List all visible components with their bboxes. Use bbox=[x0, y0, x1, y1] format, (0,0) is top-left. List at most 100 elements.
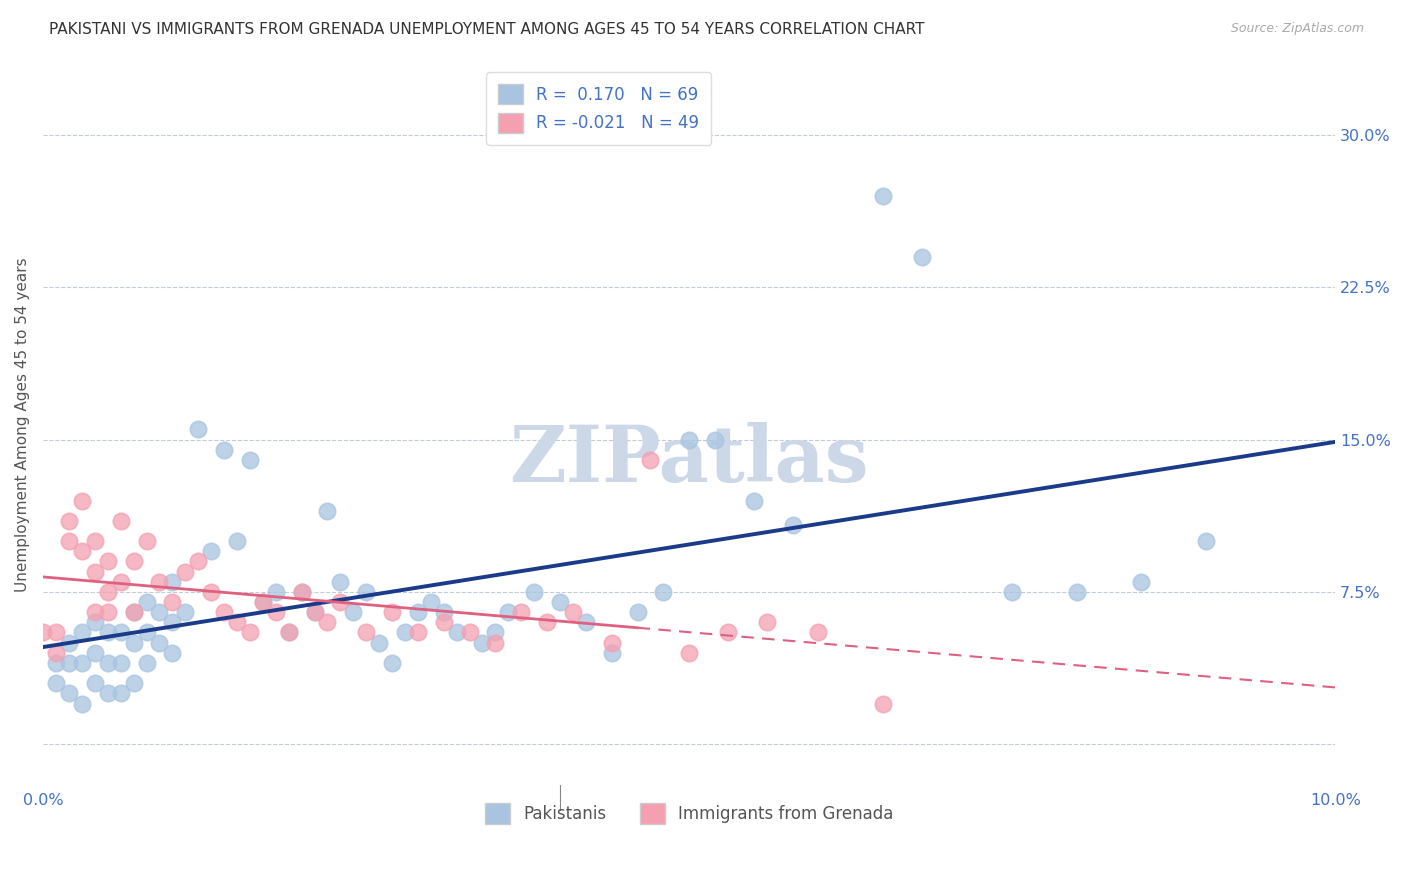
Point bbox=[174, 565, 197, 579]
Point bbox=[162, 574, 184, 589]
Point bbox=[58, 635, 80, 649]
Point bbox=[717, 625, 740, 640]
Point bbox=[277, 625, 299, 640]
Point bbox=[110, 625, 132, 640]
Point bbox=[433, 615, 456, 630]
Point bbox=[135, 625, 157, 640]
Point bbox=[83, 605, 105, 619]
Text: PAKISTANI VS IMMIGRANTS FROM GRENADA UNEMPLOYMENT AMONG AGES 45 TO 54 YEARS CORR: PAKISTANI VS IMMIGRANTS FROM GRENADA UNE… bbox=[49, 22, 925, 37]
Point bbox=[70, 493, 93, 508]
Point bbox=[277, 625, 299, 640]
Point bbox=[187, 554, 209, 568]
Point bbox=[575, 615, 598, 630]
Point bbox=[484, 635, 506, 649]
Point bbox=[1130, 574, 1153, 589]
Point bbox=[742, 493, 765, 508]
Point bbox=[70, 544, 93, 558]
Text: Source: ZipAtlas.com: Source: ZipAtlas.com bbox=[1230, 22, 1364, 36]
Point bbox=[122, 676, 145, 690]
Point bbox=[110, 686, 132, 700]
Point bbox=[70, 625, 93, 640]
Point bbox=[446, 625, 468, 640]
Point bbox=[911, 250, 934, 264]
Point bbox=[32, 625, 55, 640]
Point bbox=[872, 189, 894, 203]
Point bbox=[252, 595, 274, 609]
Point bbox=[122, 635, 145, 649]
Point bbox=[83, 615, 105, 630]
Point bbox=[97, 656, 120, 670]
Point bbox=[626, 605, 648, 619]
Point bbox=[212, 442, 235, 457]
Point bbox=[433, 605, 456, 619]
Point bbox=[45, 625, 67, 640]
Point bbox=[97, 554, 120, 568]
Point bbox=[354, 585, 377, 599]
Point bbox=[70, 656, 93, 670]
Point bbox=[239, 625, 262, 640]
Point bbox=[200, 544, 222, 558]
Point bbox=[381, 656, 404, 670]
Point bbox=[316, 504, 339, 518]
Point bbox=[212, 605, 235, 619]
Point bbox=[58, 514, 80, 528]
Point bbox=[162, 646, 184, 660]
Point bbox=[45, 676, 67, 690]
Point bbox=[70, 697, 93, 711]
Point bbox=[329, 595, 352, 609]
Point bbox=[122, 554, 145, 568]
Point bbox=[58, 534, 80, 549]
Point bbox=[652, 585, 675, 599]
Point bbox=[872, 697, 894, 711]
Point bbox=[122, 605, 145, 619]
Point bbox=[498, 605, 520, 619]
Point bbox=[226, 534, 249, 549]
Point bbox=[548, 595, 571, 609]
Point bbox=[239, 453, 262, 467]
Point bbox=[97, 625, 120, 640]
Point bbox=[97, 585, 120, 599]
Point bbox=[135, 534, 157, 549]
Point bbox=[83, 565, 105, 579]
Point bbox=[316, 615, 339, 630]
Point bbox=[97, 686, 120, 700]
Point bbox=[755, 615, 778, 630]
Point bbox=[329, 574, 352, 589]
Point bbox=[304, 605, 326, 619]
Point bbox=[419, 595, 441, 609]
Point bbox=[291, 585, 314, 599]
Point bbox=[97, 605, 120, 619]
Point bbox=[135, 595, 157, 609]
Point bbox=[471, 635, 494, 649]
Point bbox=[523, 585, 546, 599]
Point bbox=[678, 646, 700, 660]
Point bbox=[484, 625, 506, 640]
Point bbox=[406, 625, 429, 640]
Point bbox=[394, 625, 416, 640]
Point bbox=[110, 656, 132, 670]
Point bbox=[1066, 585, 1088, 599]
Point bbox=[381, 605, 404, 619]
Point bbox=[807, 625, 830, 640]
Legend: Pakistanis, Immigrants from Grenada: Pakistanis, Immigrants from Grenada bbox=[478, 797, 900, 830]
Point bbox=[58, 686, 80, 700]
Point bbox=[162, 615, 184, 630]
Point bbox=[83, 676, 105, 690]
Point bbox=[148, 635, 170, 649]
Point bbox=[148, 605, 170, 619]
Point bbox=[368, 635, 391, 649]
Point bbox=[561, 605, 583, 619]
Point bbox=[110, 514, 132, 528]
Point bbox=[148, 574, 170, 589]
Point bbox=[510, 605, 533, 619]
Point bbox=[83, 534, 105, 549]
Point bbox=[135, 656, 157, 670]
Point bbox=[264, 605, 287, 619]
Point bbox=[782, 517, 804, 532]
Y-axis label: Unemployment Among Ages 45 to 54 years: Unemployment Among Ages 45 to 54 years bbox=[15, 257, 30, 591]
Point bbox=[1195, 534, 1218, 549]
Point bbox=[187, 422, 209, 436]
Point bbox=[458, 625, 481, 640]
Point bbox=[600, 635, 623, 649]
Point bbox=[406, 605, 429, 619]
